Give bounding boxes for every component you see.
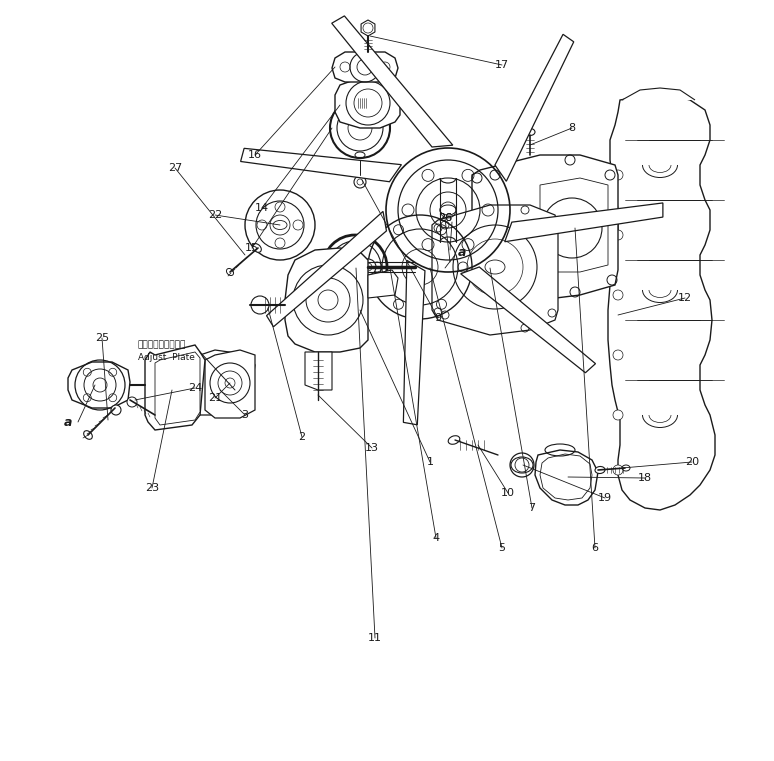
Polygon shape — [403, 260, 425, 425]
Ellipse shape — [252, 244, 262, 253]
Polygon shape — [361, 20, 375, 36]
Polygon shape — [608, 95, 715, 510]
Polygon shape — [368, 270, 398, 298]
Text: 1: 1 — [426, 457, 433, 467]
Circle shape — [613, 290, 623, 300]
Circle shape — [360, 259, 376, 275]
Polygon shape — [432, 205, 558, 335]
Text: 14: 14 — [255, 203, 269, 213]
Text: 16: 16 — [248, 150, 262, 160]
Circle shape — [613, 230, 623, 240]
Ellipse shape — [84, 431, 92, 439]
Circle shape — [613, 350, 623, 360]
Text: 25: 25 — [95, 333, 109, 343]
Polygon shape — [505, 203, 663, 242]
Text: 20: 20 — [685, 457, 699, 467]
Polygon shape — [241, 148, 402, 182]
Ellipse shape — [355, 152, 365, 158]
Text: Adjust  Plate: Adjust Plate — [138, 354, 195, 362]
Polygon shape — [540, 178, 608, 272]
Circle shape — [613, 170, 623, 180]
Text: 10: 10 — [501, 488, 515, 498]
Polygon shape — [192, 350, 255, 415]
Text: 27: 27 — [168, 163, 182, 173]
Text: 17: 17 — [495, 60, 509, 70]
Polygon shape — [495, 34, 574, 181]
Text: 6: 6 — [591, 543, 598, 553]
Text: a: a — [457, 246, 466, 259]
Text: 13: 13 — [365, 443, 379, 453]
Circle shape — [251, 296, 269, 314]
Ellipse shape — [595, 466, 605, 473]
Text: 11: 11 — [368, 633, 382, 643]
Text: 12: 12 — [678, 293, 692, 303]
Text: a: a — [63, 416, 72, 428]
Polygon shape — [540, 454, 592, 500]
Polygon shape — [68, 362, 130, 408]
Circle shape — [613, 410, 623, 420]
Text: 21: 21 — [208, 393, 222, 403]
Polygon shape — [305, 352, 332, 390]
Polygon shape — [155, 352, 200, 425]
Text: 22: 22 — [208, 210, 222, 220]
Text: 4: 4 — [433, 533, 440, 543]
Circle shape — [127, 397, 137, 407]
Polygon shape — [535, 450, 598, 505]
Text: 26: 26 — [438, 213, 452, 223]
Polygon shape — [285, 248, 368, 352]
Text: 8: 8 — [568, 123, 576, 133]
Polygon shape — [332, 52, 398, 82]
Text: 18: 18 — [638, 473, 652, 483]
Polygon shape — [205, 350, 255, 418]
Polygon shape — [145, 345, 205, 430]
Text: 23: 23 — [145, 483, 159, 493]
Text: 15: 15 — [245, 243, 259, 253]
Circle shape — [354, 176, 366, 188]
Ellipse shape — [525, 129, 535, 135]
Polygon shape — [472, 155, 618, 300]
Text: 2: 2 — [299, 432, 306, 442]
Circle shape — [613, 465, 623, 475]
Text: 9: 9 — [434, 313, 441, 323]
Polygon shape — [335, 78, 400, 128]
Polygon shape — [461, 267, 595, 373]
Circle shape — [111, 405, 121, 415]
Text: 19: 19 — [598, 493, 612, 503]
Text: アジャストプレート: アジャストプレート — [138, 340, 187, 349]
Polygon shape — [266, 212, 386, 326]
Polygon shape — [622, 88, 695, 100]
Text: 24: 24 — [188, 383, 202, 393]
Ellipse shape — [448, 436, 460, 444]
Ellipse shape — [622, 465, 630, 471]
Polygon shape — [332, 16, 453, 147]
Ellipse shape — [227, 269, 234, 275]
Text: 7: 7 — [529, 503, 536, 513]
Text: 26: 26 — [438, 213, 452, 223]
Text: 3: 3 — [241, 410, 248, 420]
Text: 5: 5 — [498, 543, 505, 553]
